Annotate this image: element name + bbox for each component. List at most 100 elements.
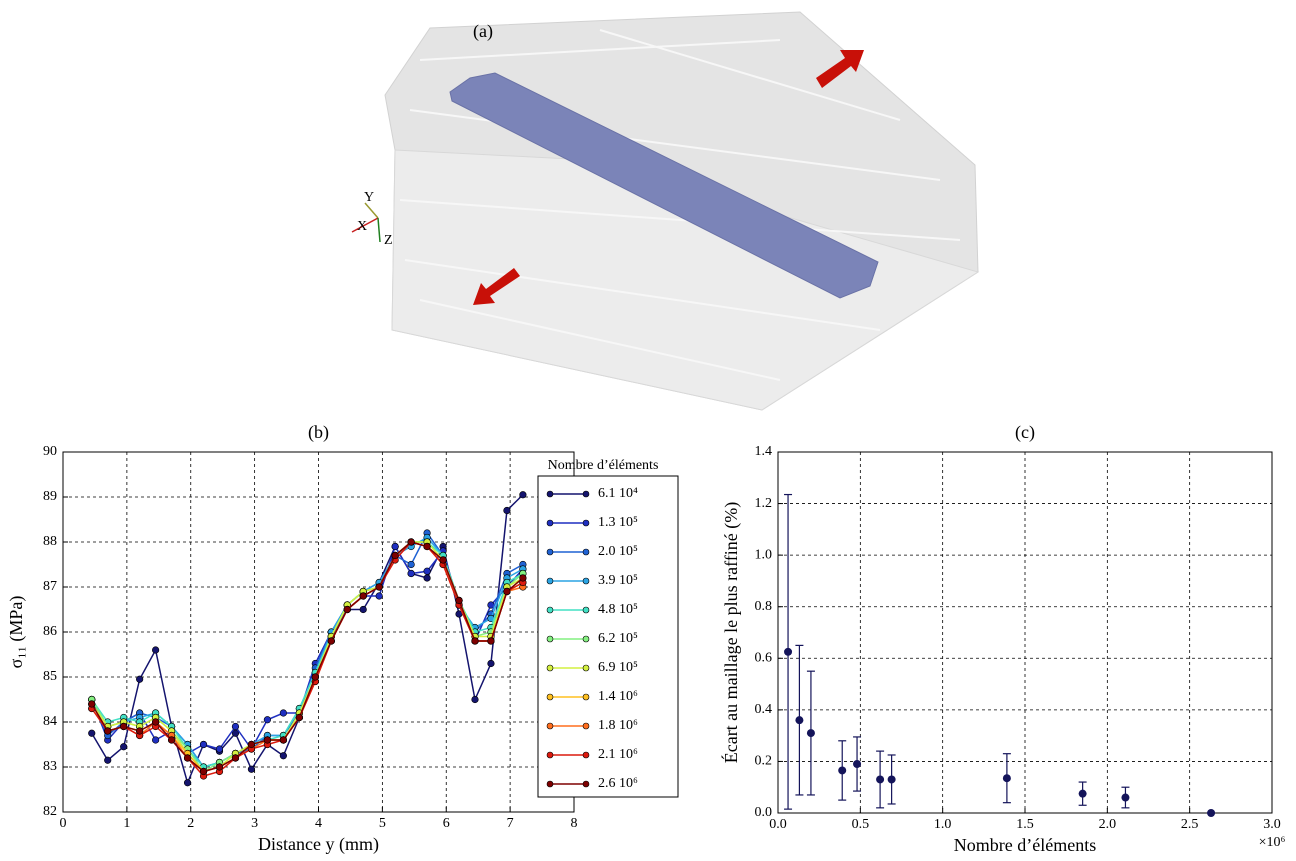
point: [455, 596, 463, 605]
point: [407, 538, 415, 546]
plot-frame: [777, 451, 1273, 814]
legend-marker: [546, 519, 554, 527]
point: [375, 583, 383, 591]
x-axis-label: Nombre d’éléments: [954, 835, 1096, 855]
legend-marker: [582, 751, 590, 759]
load-arrow: [816, 50, 864, 88]
point: [1121, 793, 1130, 802]
point: [279, 736, 287, 744]
point: [471, 637, 479, 645]
y-tick-label: 84: [43, 714, 57, 729]
chart-title: (c): [1015, 422, 1035, 443]
legend-label: 3.9 10⁵: [598, 573, 638, 588]
point: [1207, 809, 1216, 817]
point: [853, 760, 862, 769]
y-tick-label: 1.0: [755, 547, 773, 562]
point: [838, 766, 847, 775]
legend-marker: [582, 693, 590, 701]
point: [375, 592, 383, 600]
point: [183, 754, 192, 762]
point: [407, 560, 415, 569]
point: [152, 646, 160, 654]
y-tick-label: 88: [43, 534, 57, 549]
point: [231, 754, 240, 762]
legend-title: Nombre d’éléments: [548, 458, 659, 473]
point: [391, 542, 399, 551]
legend-marker: [582, 780, 590, 788]
x-tick-label: 4: [315, 816, 322, 831]
series-line: [91, 541, 524, 768]
x-tick-label: 0.5: [852, 817, 870, 832]
point: [439, 556, 447, 564]
yarn-band: [449, 72, 879, 299]
series-line: [91, 541, 524, 773]
legend-marker: [546, 577, 554, 585]
point: [423, 567, 431, 575]
y-axis-label: σ₁₁ (MPa): [6, 596, 27, 669]
point: [215, 745, 224, 753]
point: [1078, 789, 1087, 798]
x-tick-label: 5: [379, 816, 386, 831]
legend-marker: [582, 490, 590, 498]
point: [295, 713, 303, 722]
x-tick-label: 1: [123, 816, 130, 831]
point: [104, 756, 112, 764]
point: [120, 722, 128, 731]
y-tick-label: 82: [43, 804, 57, 819]
point: [471, 695, 479, 704]
y-tick-label: 0.2: [755, 754, 773, 769]
point: [327, 637, 335, 645]
y-tick-label: 0.8: [755, 599, 773, 614]
y-tick-label: 87: [43, 579, 57, 594]
point: [343, 605, 351, 614]
legend-marker: [582, 635, 590, 643]
point: [503, 506, 511, 515]
point: [503, 587, 511, 596]
point: [152, 736, 160, 744]
legend-label: 2.1 10⁶: [598, 747, 638, 762]
y-tick-label: 90: [43, 444, 57, 459]
x-tick-label: 8: [571, 816, 578, 831]
x-tick-label: 2.5: [1181, 817, 1199, 832]
legend-marker: [546, 606, 554, 614]
point: [391, 551, 399, 560]
point: [247, 740, 256, 749]
legend-marker: [546, 490, 554, 498]
chart-title: (b): [308, 422, 329, 443]
chart: (c) Nombre d’éléments Écart au maillage le…: [720, 422, 1285, 855]
legend-marker: [582, 606, 590, 614]
point: [247, 765, 256, 773]
point: [88, 700, 96, 708]
x-tick-label: 2.0: [1099, 817, 1117, 832]
point: [263, 736, 272, 744]
point: [104, 727, 112, 735]
legend-label: 1.3 10⁵: [598, 515, 638, 530]
point: [423, 542, 431, 551]
y-tick-label: 83: [43, 759, 57, 774]
x-tick-label: 3.0: [1263, 817, 1281, 832]
legend-marker: [582, 548, 590, 556]
axis-label: Z: [384, 233, 393, 248]
point: [784, 647, 793, 656]
legend-marker: [546, 780, 554, 788]
x-tick-label: 0.0: [769, 817, 787, 832]
y-tick-label: 1.2: [755, 496, 773, 511]
x-tick-label: 1.0: [934, 817, 952, 832]
legend-marker: [546, 664, 554, 672]
point: [359, 605, 367, 614]
legend-marker: [546, 693, 554, 701]
legend-label: 2.6 10⁶: [598, 776, 638, 791]
legend-marker: [582, 722, 590, 730]
panel-label: (a): [473, 21, 493, 42]
point: [487, 659, 495, 668]
point: [887, 775, 896, 784]
point: [167, 736, 176, 744]
point: [359, 592, 367, 600]
point: [152, 718, 160, 726]
x-tick-label: 6: [443, 816, 450, 831]
y-tick-label: 0.4: [755, 702, 773, 717]
point: [136, 675, 144, 683]
point: [795, 716, 804, 725]
